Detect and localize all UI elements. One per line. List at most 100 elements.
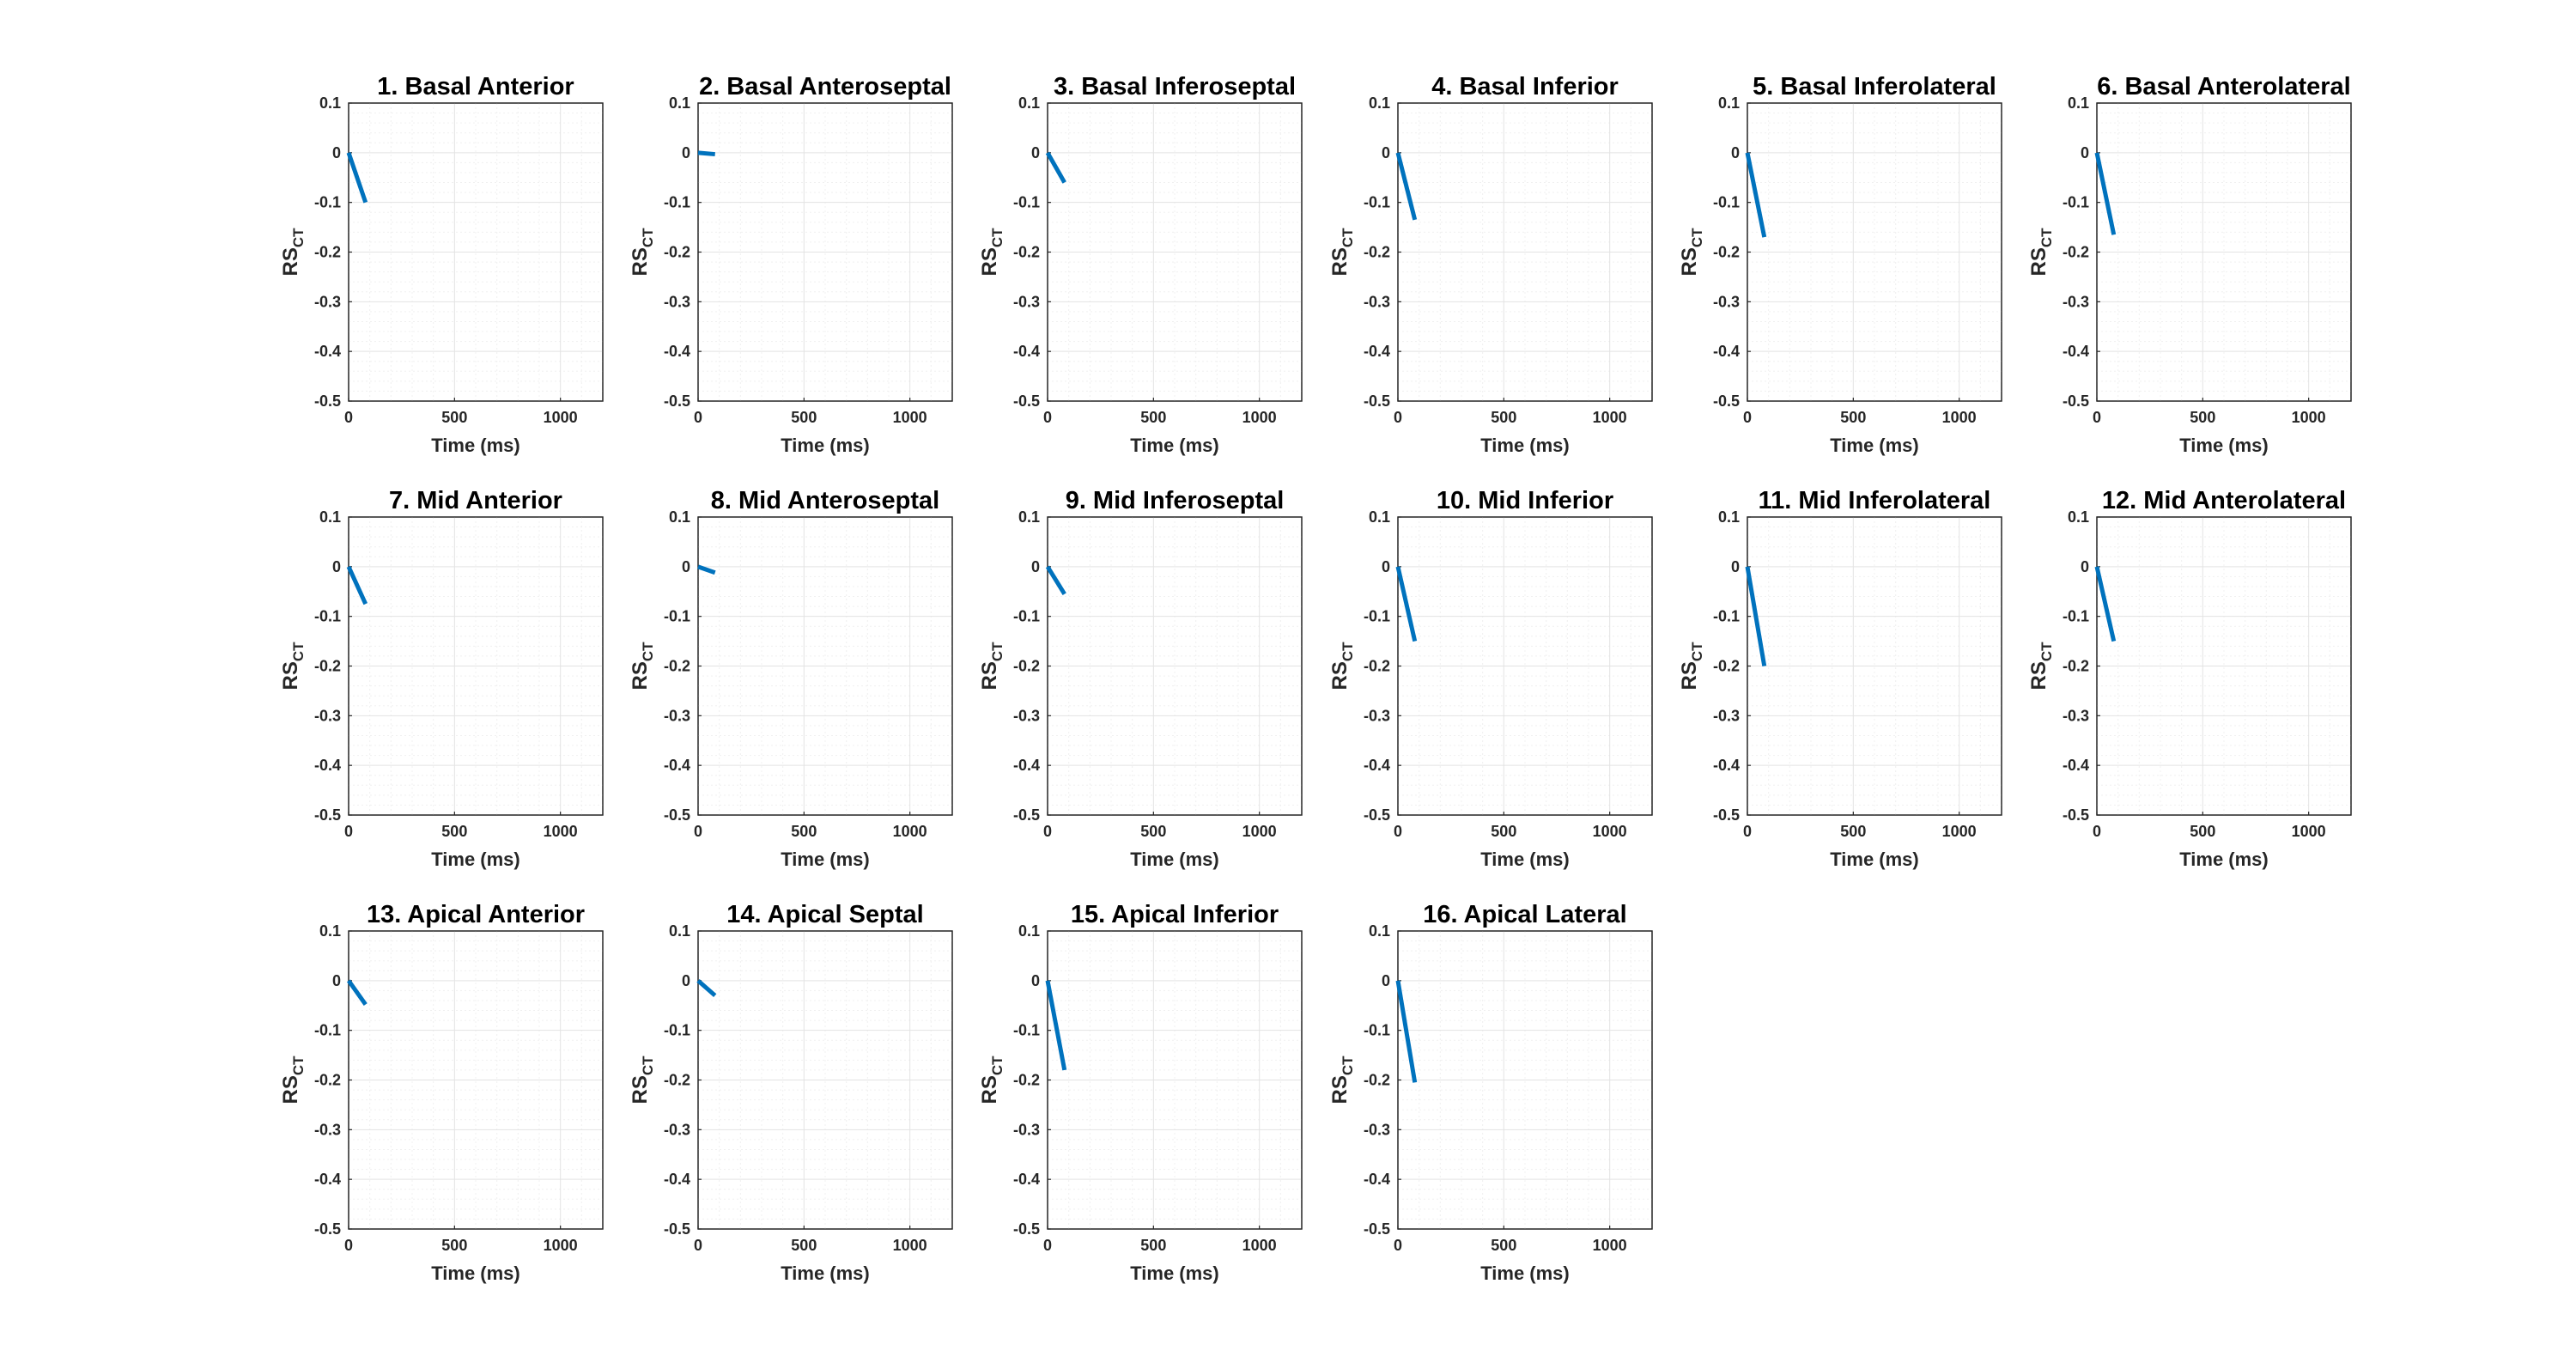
y-tick-label: -0.1: [1364, 608, 1390, 625]
y-tick-label: 0: [1382, 558, 1390, 575]
y-tick-label: -0.1: [1713, 194, 1740, 211]
y-tick-label: -0.3: [1013, 707, 1040, 724]
y-tick-label: -0.4: [664, 1171, 690, 1188]
x-axis-label: Time (ms): [781, 1263, 870, 1284]
x-tick-label: 500: [441, 1237, 467, 1254]
y-tick-label: -0.4: [314, 1171, 341, 1188]
x-axis-label: Time (ms): [1130, 849, 1219, 870]
subplot-title: 8. Mid Anteroseptal: [711, 487, 939, 514]
y-axis-label-main: RS: [1328, 247, 1352, 276]
y-axis-label-subscript: CT: [2038, 228, 2055, 247]
x-tick-label: 1000: [1593, 1237, 1627, 1254]
y-tick-label: -0.1: [1013, 1022, 1040, 1039]
x-tick-label: 500: [791, 409, 817, 426]
y-tick-label: -0.3: [664, 293, 690, 310]
series-line: [697, 150, 715, 157]
y-tick-label: -0.1: [314, 1022, 341, 1039]
x-tick-label: 500: [441, 823, 467, 840]
subplot-10: 0 500 1000 0.1 0 -0.1 -0.2 -0.3 -0.4 -0.5 10. Mid …: [1328, 487, 1653, 870]
y-tick-label: -0.5: [664, 1220, 690, 1238]
y-tick-label: 0.1: [1369, 508, 1390, 526]
x-tick-label: 0: [344, 409, 353, 426]
y-tick-label: 0: [332, 972, 341, 989]
x-tick-label: 0: [2093, 823, 2101, 840]
y-tick-label: -0.1: [664, 608, 690, 625]
subplot-title: 1. Basal Anterior: [377, 73, 574, 100]
y-tick-label: -0.3: [1013, 1121, 1040, 1138]
y-tick-label: -0.3: [1364, 1121, 1390, 1138]
y-tick-label: -0.5: [1364, 1220, 1390, 1238]
series-line: [346, 565, 368, 605]
x-tick-label: 0: [694, 823, 702, 840]
series-line: [1045, 151, 1066, 184]
x-tick-label: 0: [1743, 823, 1752, 840]
y-tick-label: 0: [332, 144, 341, 161]
y-tick-label: -0.2: [314, 244, 341, 261]
y-axis-label-main: RS: [978, 1075, 1001, 1104]
y-tick-label: 0.1: [319, 94, 341, 112]
y-tick-label: 0.1: [1718, 94, 1740, 112]
y-axis-label-subscript: CT: [989, 228, 1005, 247]
x-tick-label: 500: [441, 409, 467, 426]
series-line: [1395, 152, 1418, 221]
series-line: [2094, 152, 2117, 235]
y-tick-label: -0.5: [314, 1220, 341, 1238]
y-axis-label-main: RS: [629, 247, 652, 276]
subplot-title: 14. Apical Septal: [726, 901, 923, 928]
y-axis-label-main: RS: [1328, 661, 1352, 690]
x-tick-label: 500: [2190, 409, 2215, 426]
y-tick-label: -0.5: [1013, 806, 1040, 824]
major-grid: [1048, 103, 1302, 401]
y-tick-label: -0.2: [1364, 244, 1390, 261]
y-axis-label-main: RS: [2027, 661, 2050, 690]
x-tick-label: 500: [791, 1237, 817, 1254]
subplot-title: 6. Basal Anterolateral: [2097, 73, 2351, 100]
x-tick-label: 0: [1743, 409, 1752, 426]
series-line: [346, 152, 368, 204]
y-tick-label: 0: [1382, 144, 1390, 161]
x-tick-label: 0: [1394, 409, 1402, 426]
y-tick-label: -0.4: [1013, 343, 1040, 360]
y-tick-label: -0.5: [314, 392, 341, 410]
major-grid: [1747, 517, 2002, 815]
x-tick-label: 0: [2093, 409, 2101, 426]
x-tick-label: 500: [2190, 823, 2215, 840]
major-grid: [1048, 517, 1302, 815]
x-tick-label: 0: [344, 1237, 353, 1254]
y-axis-label-subscript: CT: [1689, 228, 1705, 247]
y-tick-label: -0.1: [1713, 608, 1740, 625]
y-tick-label: 0.1: [1369, 94, 1390, 112]
y-tick-label: 0.1: [1018, 922, 1040, 940]
y-axis-label-main: RS: [1678, 247, 1701, 276]
y-tick-label: -0.5: [1364, 806, 1390, 824]
y-tick-label: -0.5: [1713, 392, 1740, 410]
y-tick-label: 0: [332, 558, 341, 575]
y-tick-label: -0.4: [664, 343, 690, 360]
y-axis-label-subscript: CT: [290, 228, 307, 247]
x-tick-label: 0: [1043, 823, 1052, 840]
y-tick-label: -0.4: [314, 343, 341, 360]
major-grid: [1398, 931, 1652, 1229]
y-tick-label: 0: [1382, 972, 1390, 989]
y-axis-label-main: RS: [279, 247, 302, 276]
subplot-7: 0 500 1000 0.1 0 -0.1 -0.2 -0.3 -0.4 -0.5 7. Mid A…: [279, 487, 604, 870]
series-line: [2094, 566, 2117, 642]
major-grid: [2097, 103, 2351, 401]
x-tick-label: 500: [1491, 1237, 1516, 1254]
x-tick-label: 500: [791, 823, 817, 840]
major-grid: [1398, 103, 1652, 401]
y-tick-label: -0.2: [314, 658, 341, 675]
y-tick-label: -0.2: [1713, 658, 1740, 675]
y-axis-label-subscript: CT: [290, 642, 307, 661]
y-tick-label: 0.1: [319, 508, 341, 526]
x-axis-label: Time (ms): [2179, 849, 2269, 870]
y-axis-label-subscript: CT: [1340, 642, 1356, 661]
y-tick-label: -0.1: [1013, 194, 1040, 211]
y-tick-label: -0.3: [314, 707, 341, 724]
series-line: [1395, 566, 1418, 642]
x-tick-label: 500: [1491, 823, 1516, 840]
y-axis-label-subscript: CT: [989, 1056, 1005, 1075]
y-axis-label-subscript: CT: [640, 642, 656, 661]
x-tick-label: 1000: [1942, 823, 1977, 840]
